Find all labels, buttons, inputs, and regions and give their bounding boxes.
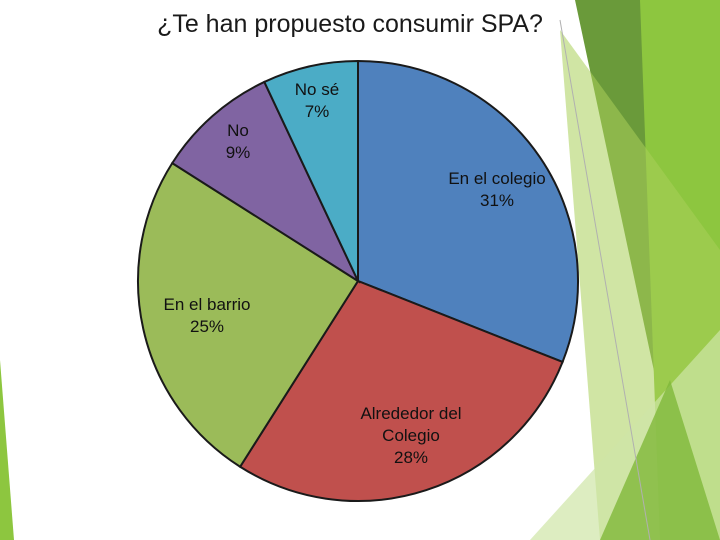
deco-left-stripe [0, 360, 14, 540]
deco-stripe-bottom [600, 380, 720, 540]
slice-label-line: Colegio [382, 426, 440, 445]
pie-slice [137, 161, 360, 469]
pie-slice [262, 59, 359, 282]
slice-label-line: Alrededor del [360, 404, 461, 423]
slice-label-line: No [227, 121, 249, 140]
slice-label: Alrededor del Colegio 28% [360, 404, 461, 467]
slice-label-line: 31% [480, 191, 514, 210]
slice-label: No 9% [226, 121, 251, 162]
slice-label-line: 9% [226, 143, 251, 162]
pie-slice [238, 279, 564, 502]
chart-title: ¿Te han propuesto consumir SPA? [157, 10, 543, 38]
slice-label: En el colegio 31% [448, 169, 545, 210]
slice-label: No sé 7% [295, 80, 339, 121]
slice-label-line: 28% [394, 448, 428, 467]
slice-label-line: 7% [305, 102, 330, 121]
pie-slice [170, 80, 361, 284]
slice-label-line: En el colegio [448, 169, 545, 188]
deco-line [559, 19, 651, 540]
slice-label-line: 25% [190, 317, 224, 336]
slice-label-line: No sé [295, 80, 339, 99]
slice-label: En el barrio 25% [164, 295, 251, 336]
slice-label-line: En el barrio [164, 295, 251, 314]
pie-slice [357, 59, 579, 364]
